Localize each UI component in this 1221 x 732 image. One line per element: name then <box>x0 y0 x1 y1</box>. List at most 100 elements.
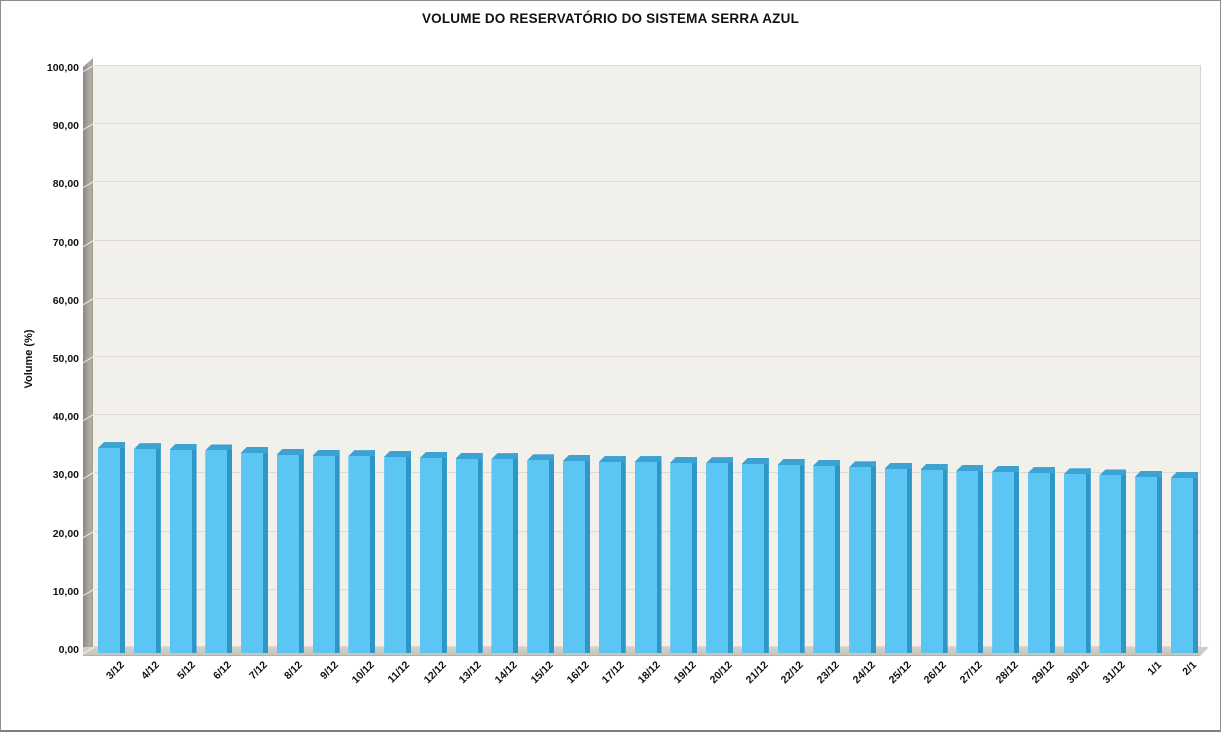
x-tick-slot: 1/1 <box>1135 659 1164 693</box>
x-tick-label: 12/12 <box>421 659 449 687</box>
bar: 30,7 <box>1063 468 1091 653</box>
bar: 33,8 <box>348 450 376 653</box>
x-tick-slot: 14/12 <box>491 659 520 693</box>
x-tick-label: 6/12 <box>210 659 234 682</box>
x-tick-slot: 25/12 <box>885 659 914 693</box>
x-tick-slot: 2/1 <box>1171 659 1200 693</box>
x-tick-label: 9/12 <box>318 659 342 682</box>
x-tick-label: 27/12 <box>957 659 985 687</box>
x-tick-label: 25/12 <box>886 659 914 687</box>
x-tick-label: 7/12 <box>246 659 270 682</box>
x-tick-slot: 10/12 <box>348 659 377 693</box>
x-tick-slot: 21/12 <box>742 659 770 693</box>
y-tick-label: 10,00 <box>52 585 79 598</box>
y-tick-label: 100,00 <box>46 62 79 74</box>
bar: 32,8 <box>634 456 662 653</box>
x-tick-label: 30/12 <box>1065 659 1093 687</box>
y-tick-label: 0,00 <box>58 644 79 656</box>
x-tick-slot: 8/12 <box>277 659 305 693</box>
bar: 33,3 <box>491 453 519 653</box>
x-tick-slot: 27/12 <box>956 659 985 693</box>
bar: 31,3 <box>956 464 984 653</box>
x-tick-label: 18/12 <box>635 659 663 687</box>
x-tick-slot: 9/12 <box>313 659 342 693</box>
bar: 32,7 <box>670 456 698 653</box>
x-tick-label: 3/12 <box>103 659 127 682</box>
x-tick-label: 14/12 <box>492 659 520 687</box>
bar: 35,2 <box>98 442 125 653</box>
gridline <box>93 181 1200 183</box>
chart-title: VOLUME DO RESERVATÓRIO DO SISTEMA SERRA … <box>421 11 800 26</box>
x-tick-slot: 23/12 <box>813 659 842 693</box>
bar: 34,8 <box>205 444 233 653</box>
bar: 30,5 <box>1099 469 1127 653</box>
bar: 32,5 <box>741 457 769 653</box>
y-tick-label: 70,00 <box>52 236 79 249</box>
gridline <box>93 65 1200 66</box>
x-tick-label: 19/12 <box>671 659 699 687</box>
x-tick-slot: 22/12 <box>778 659 807 693</box>
x-tick-label: 2/1 <box>1180 659 1200 678</box>
bar: 34,4 <box>241 446 269 653</box>
bar: 33,7 <box>384 450 412 653</box>
x-tick-label: 26/12 <box>922 659 950 687</box>
bar: 34,1 <box>276 448 304 653</box>
x-tick-label: 31/12 <box>1100 659 1128 687</box>
x-tick-slot: 3/12 <box>98 659 127 693</box>
bar: 32,8 <box>598 456 626 653</box>
x-tick-label: 24/12 <box>850 659 878 687</box>
bar: 31,9 <box>849 461 877 653</box>
y-tick-label: 90,00 <box>52 120 79 133</box>
bar: 31,7 <box>884 462 912 653</box>
gridline <box>93 414 1200 416</box>
plot-3d-side-wall <box>83 58 93 647</box>
x-tick-label: 23/12 <box>814 659 842 687</box>
x-tick-label: 22/12 <box>778 659 807 687</box>
x-tick-label: 29/12 <box>1029 659 1057 687</box>
y-tick-label: 30,00 <box>52 469 79 482</box>
x-tick-slot: 31/12 <box>1099 659 1128 693</box>
x-tick-label: 17/12 <box>600 659 628 687</box>
x-tick-slot: 15/12 <box>527 659 556 693</box>
gridline <box>93 356 1200 357</box>
bar: 32,2 <box>813 459 841 653</box>
x-tick-label: 13/12 <box>457 659 485 687</box>
gridline <box>93 123 1200 125</box>
bar: 32,6 <box>706 457 734 653</box>
bar: 32,3 <box>777 459 805 653</box>
bar: 33,5 <box>419 452 447 653</box>
y-tick-label: 40,00 <box>52 411 79 424</box>
x-tick-label: 16/12 <box>564 659 592 687</box>
bar: 30,3 <box>1135 470 1163 653</box>
x-tick-slot: 4/12 <box>134 659 163 693</box>
bar: 30,9 <box>1027 467 1055 653</box>
x-tick-slot: 17/12 <box>599 659 628 693</box>
x-tick-label: 1/1 <box>1144 659 1164 678</box>
x-tick-label: 20/12 <box>707 659 735 687</box>
bar: 31,5 <box>920 463 948 653</box>
bar: 33,9 <box>312 449 340 653</box>
x-tick-label: 11/12 <box>385 659 413 686</box>
x-tick-label: 5/12 <box>175 659 199 682</box>
x-tick-slot: 7/12 <box>241 659 270 693</box>
gridline <box>93 297 1200 299</box>
y-tick-label: 50,00 <box>52 353 79 365</box>
x-tick-slot: 11/12 <box>384 659 413 693</box>
bar: 34,9 <box>169 443 197 653</box>
x-tick-slot: 24/12 <box>849 659 878 693</box>
x-tick-slot: 28/12 <box>992 659 1021 693</box>
x-tick-label: 28/12 <box>993 659 1021 687</box>
x-tick-slot: 6/12 <box>205 659 234 693</box>
y-tick-label: 60,00 <box>52 294 79 307</box>
x-tick-label: 4/12 <box>139 659 163 682</box>
x-tick-slot: 30/12 <box>1064 659 1093 693</box>
x-tick-slot: 16/12 <box>563 659 592 693</box>
bar: 35,0 <box>133 443 161 653</box>
x-tick-slot: 20/12 <box>706 659 735 693</box>
y-tick-label: 20,00 <box>52 527 79 540</box>
bar: 31,1 <box>992 465 1020 653</box>
bar: 33,0 <box>562 454 590 653</box>
x-tick-slot: 12/12 <box>420 659 449 693</box>
bar: 30,1 <box>1171 471 1198 653</box>
bar: 33,4 <box>455 452 483 653</box>
